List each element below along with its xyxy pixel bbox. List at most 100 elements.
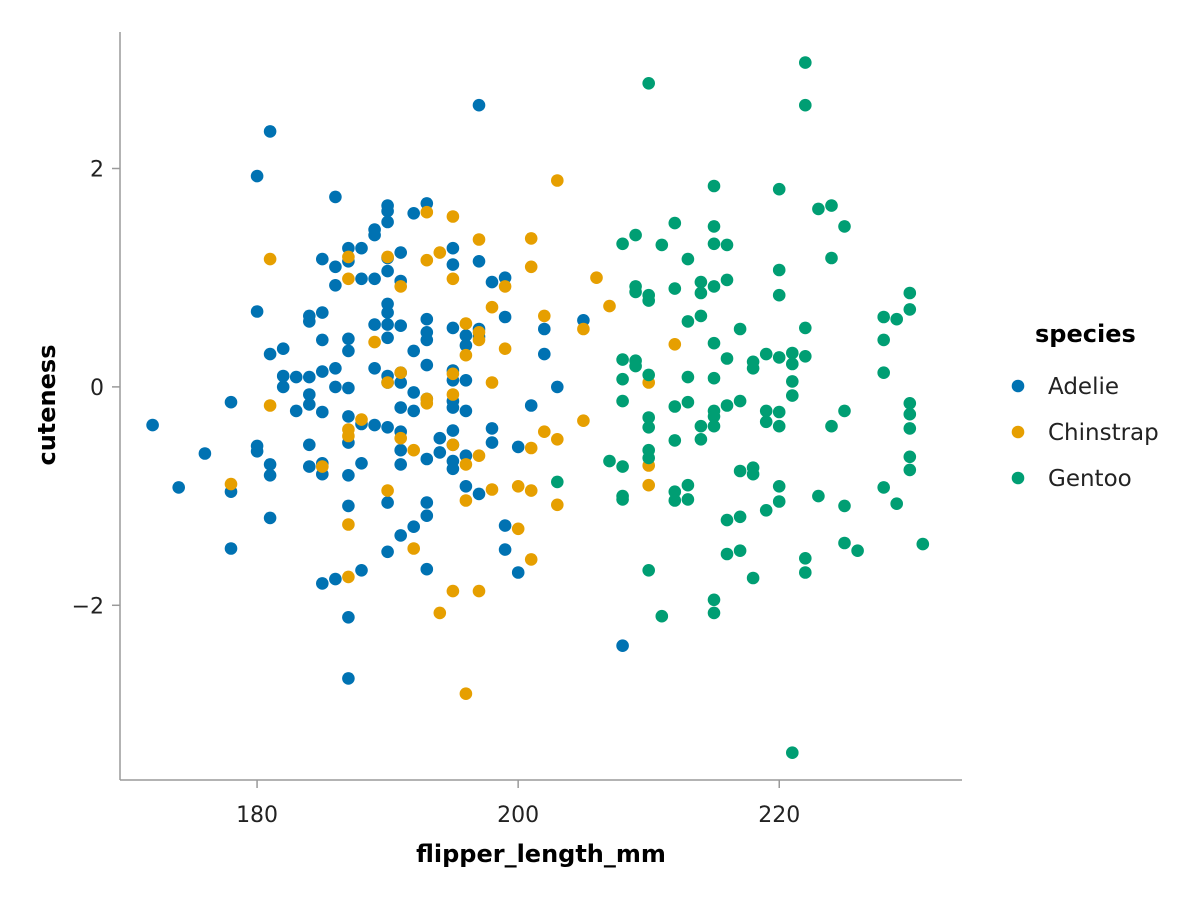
data-point: [355, 457, 368, 470]
data-point: [733, 464, 747, 478]
data-point: [446, 258, 460, 271]
data-point: [707, 606, 721, 620]
data-point: [407, 542, 421, 555]
data-point: [420, 205, 434, 219]
data-point: [276, 380, 290, 394]
data-point: [263, 511, 277, 525]
data-point: [707, 237, 721, 251]
data-point: [472, 254, 486, 268]
data-point: [459, 374, 473, 387]
data-point: [394, 376, 408, 389]
data-point: [250, 445, 264, 458]
data-point: [198, 447, 212, 460]
data-point: [733, 544, 747, 557]
data-point: [446, 367, 460, 381]
data-point: [720, 273, 734, 287]
data-point: [381, 264, 394, 278]
data-point: [720, 352, 734, 365]
data-point: [381, 484, 394, 497]
data-point: [799, 321, 812, 335]
data-point: [799, 56, 812, 69]
data-point: [577, 414, 590, 428]
data-point: [498, 342, 512, 356]
data-point: [694, 275, 708, 289]
data-point: [681, 252, 695, 266]
data-point: [511, 522, 525, 536]
data-point: [812, 489, 825, 503]
data-point: [485, 300, 499, 314]
data-point: [342, 469, 355, 482]
data-point: [629, 285, 642, 299]
data-point: [446, 424, 460, 437]
data-point: [707, 220, 721, 233]
data-point: [668, 434, 682, 447]
data-point: [903, 422, 917, 435]
data-point: [616, 639, 629, 652]
data-point: [368, 228, 381, 242]
data-point: [772, 480, 786, 493]
data-point: [707, 336, 721, 350]
data-point: [759, 347, 773, 361]
data-point: [498, 271, 512, 285]
data-point: [459, 329, 473, 342]
data-point: [394, 401, 408, 414]
data-point: [342, 429, 355, 443]
data-point: [433, 246, 447, 259]
data-point: [681, 493, 695, 506]
data-point: [381, 250, 394, 264]
data-point: [616, 460, 629, 473]
legend-items: Adelie Chinstrap Gentoo: [1011, 374, 1159, 492]
data-point: [420, 452, 434, 466]
data-point: [511, 566, 525, 579]
data-point: [485, 376, 499, 389]
data-point: [733, 322, 747, 336]
data-point: [551, 174, 564, 187]
data-point: [603, 299, 616, 313]
data-point: [420, 333, 434, 347]
data-point: [289, 370, 303, 384]
data-point: [903, 397, 917, 410]
data-point: [498, 310, 512, 324]
data-point: [772, 288, 786, 302]
data-point: [381, 545, 394, 559]
data-point: [407, 520, 421, 533]
data-point: [342, 250, 355, 264]
data-point: [407, 344, 421, 358]
data-point: [342, 611, 355, 624]
data-point: [420, 397, 434, 410]
data-point: [342, 570, 355, 584]
x-tick-label: 200: [497, 803, 539, 828]
data-point: [616, 493, 629, 506]
data-point: [511, 480, 525, 493]
data-point: [629, 228, 642, 242]
data-point: [224, 477, 238, 491]
data-point: [342, 499, 355, 513]
data-point: [551, 380, 564, 394]
data-point: [250, 305, 264, 318]
data-point: [407, 386, 421, 399]
data-point: [746, 362, 760, 375]
data-point: [329, 279, 342, 292]
data-point: [420, 253, 434, 267]
data-point: [394, 280, 408, 293]
data-point: [681, 370, 695, 384]
data-point: [668, 216, 682, 230]
y-tick-label: −2: [72, 594, 104, 619]
data-point: [459, 339, 473, 352]
data-point: [316, 365, 329, 378]
data-point: [551, 433, 564, 446]
data-point: [720, 513, 734, 527]
data-point: [263, 347, 277, 361]
data-point: [263, 252, 277, 266]
data-point: [838, 220, 851, 233]
data-point: [485, 422, 499, 435]
data-point: [446, 210, 460, 223]
data-point: [303, 388, 316, 401]
data-point: [472, 487, 486, 501]
data-point: [720, 547, 734, 561]
data-point: [642, 294, 655, 307]
data-point: [381, 297, 394, 311]
data-point: [446, 241, 460, 255]
data-point: [485, 436, 499, 449]
data-point: [786, 375, 799, 388]
